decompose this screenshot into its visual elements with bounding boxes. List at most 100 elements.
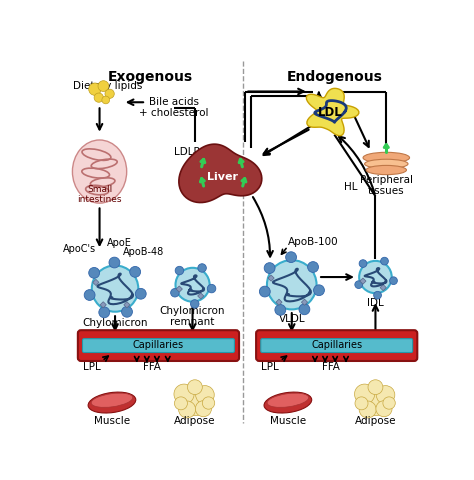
Text: ApoE: ApoE (107, 238, 132, 248)
Circle shape (355, 397, 368, 410)
Circle shape (89, 83, 101, 96)
Text: Liver: Liver (207, 172, 237, 182)
Circle shape (109, 257, 120, 268)
Circle shape (196, 385, 214, 404)
Ellipse shape (366, 166, 406, 175)
Circle shape (376, 401, 392, 417)
Text: Dietary lipids: Dietary lipids (73, 81, 143, 91)
Circle shape (174, 397, 187, 410)
Circle shape (299, 304, 310, 315)
Circle shape (121, 306, 132, 317)
Text: LDLR: LDLR (174, 146, 201, 156)
Text: LPL: LPL (83, 362, 100, 372)
Text: Capillaries: Capillaries (311, 340, 362, 350)
Text: LPL: LPL (261, 362, 279, 372)
Circle shape (383, 397, 395, 409)
Polygon shape (176, 286, 182, 292)
Text: FFA: FFA (321, 362, 339, 372)
Circle shape (259, 286, 270, 297)
Circle shape (314, 285, 324, 296)
Text: Adipose: Adipose (355, 417, 396, 426)
Circle shape (202, 397, 215, 409)
FancyBboxPatch shape (82, 339, 235, 352)
Polygon shape (276, 299, 282, 305)
Circle shape (89, 267, 100, 278)
Circle shape (355, 281, 363, 288)
Polygon shape (198, 293, 204, 299)
Circle shape (187, 380, 202, 395)
Circle shape (98, 81, 109, 92)
Text: VLDL: VLDL (278, 314, 305, 324)
Polygon shape (100, 302, 106, 308)
Circle shape (191, 300, 199, 308)
Circle shape (360, 385, 391, 416)
FancyBboxPatch shape (78, 330, 239, 361)
Circle shape (195, 401, 211, 417)
Circle shape (286, 252, 297, 263)
Text: Chylomicron
remnant: Chylomicron remnant (160, 306, 225, 327)
Text: Endogenous: Endogenous (287, 70, 383, 84)
Circle shape (171, 288, 179, 297)
Circle shape (179, 385, 210, 416)
Circle shape (99, 307, 109, 318)
Circle shape (390, 277, 397, 285)
Circle shape (264, 263, 275, 274)
Polygon shape (360, 278, 366, 284)
Polygon shape (306, 88, 359, 136)
Text: ApoB-48: ApoB-48 (123, 247, 164, 257)
Ellipse shape (264, 392, 312, 413)
Circle shape (130, 266, 141, 277)
Circle shape (105, 89, 114, 98)
Polygon shape (380, 285, 386, 291)
FancyBboxPatch shape (256, 330, 417, 361)
Circle shape (84, 289, 95, 300)
Text: Adipose: Adipose (174, 417, 216, 426)
Circle shape (275, 304, 286, 315)
Ellipse shape (91, 393, 133, 408)
Circle shape (267, 260, 317, 310)
Circle shape (381, 257, 388, 265)
Ellipse shape (73, 140, 127, 203)
Text: Chylomicron: Chylomicron (82, 318, 148, 328)
Text: Exogenous: Exogenous (108, 70, 193, 84)
Ellipse shape (88, 392, 136, 413)
Ellipse shape (363, 152, 410, 163)
Text: Capillaries: Capillaries (133, 340, 184, 350)
Circle shape (174, 384, 194, 404)
Circle shape (355, 384, 374, 404)
Text: Muscle: Muscle (270, 417, 306, 426)
Circle shape (179, 401, 196, 418)
Circle shape (359, 261, 392, 293)
Text: FFA: FFA (143, 362, 161, 372)
Circle shape (374, 291, 382, 299)
Circle shape (308, 262, 319, 273)
Circle shape (92, 265, 138, 312)
FancyBboxPatch shape (261, 339, 413, 352)
Text: LDL: LDL (318, 106, 343, 119)
Circle shape (175, 266, 184, 275)
Text: Peripheral
tissues: Peripheral tissues (360, 175, 413, 196)
Circle shape (359, 401, 376, 418)
Circle shape (175, 268, 210, 302)
Circle shape (359, 260, 367, 267)
Circle shape (102, 96, 109, 104)
Ellipse shape (267, 393, 309, 408)
Circle shape (368, 380, 383, 395)
Polygon shape (268, 275, 274, 281)
Circle shape (198, 264, 206, 272)
Text: ApoC's: ApoC's (63, 243, 96, 253)
Polygon shape (301, 299, 308, 305)
Polygon shape (124, 302, 130, 308)
Text: ApoB-100: ApoB-100 (288, 238, 338, 247)
Text: HL: HL (345, 182, 358, 192)
Circle shape (376, 385, 395, 404)
Circle shape (207, 284, 216, 293)
Circle shape (136, 288, 146, 299)
Polygon shape (179, 144, 262, 203)
Ellipse shape (365, 159, 408, 168)
Text: IDL: IDL (367, 298, 384, 308)
Text: Muscle: Muscle (94, 417, 130, 426)
Circle shape (94, 93, 103, 102)
Text: Bile acids
+ cholesterol: Bile acids + cholesterol (139, 97, 209, 119)
Text: Small
intestines: Small intestines (77, 185, 122, 204)
